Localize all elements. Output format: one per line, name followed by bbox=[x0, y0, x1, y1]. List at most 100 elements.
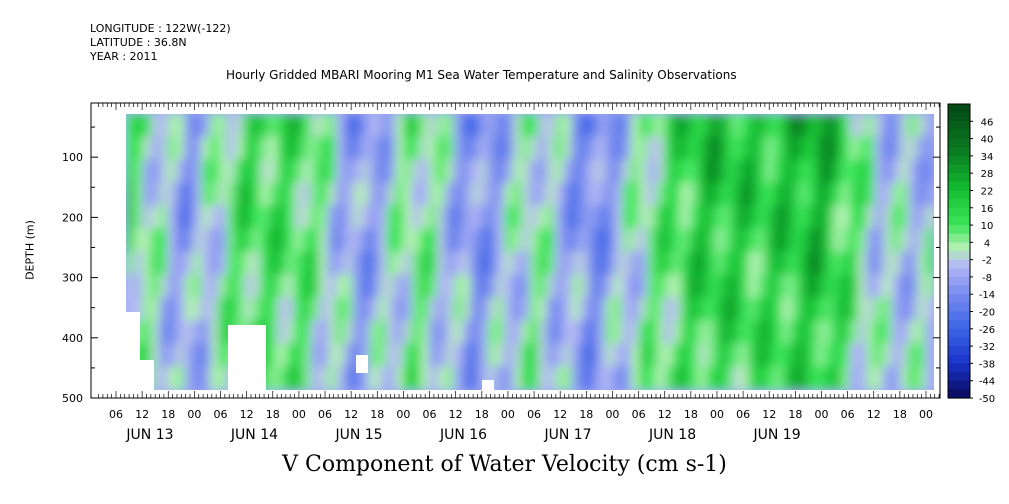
heatmap-cell bbox=[647, 114, 657, 138]
colorbar-segment bbox=[948, 181, 970, 192]
heatmap-cell bbox=[613, 228, 624, 253]
heatmap-cell bbox=[874, 366, 884, 390]
heatmap-cell bbox=[866, 274, 876, 299]
heatmap-cell bbox=[487, 297, 497, 322]
heatmap-cell bbox=[335, 205, 346, 230]
heatmap-cell bbox=[613, 320, 624, 345]
heatmap-cell bbox=[495, 228, 506, 253]
metadata-block: LONGITUDE : 122W(-122) LATITUDE : 36.8N … bbox=[90, 22, 231, 64]
heatmap-cell bbox=[167, 366, 177, 390]
heatmap-cell bbox=[411, 366, 422, 390]
heatmap-cell bbox=[807, 205, 817, 230]
heatmap-cell bbox=[866, 159, 876, 184]
heatmap-cell bbox=[192, 228, 203, 253]
x-tick-label: 00 bbox=[919, 408, 933, 421]
heatmap-cell bbox=[849, 228, 859, 253]
heatmap-cell bbox=[386, 274, 396, 299]
heatmap-cell bbox=[378, 320, 388, 345]
heatmap-cell bbox=[529, 366, 539, 390]
heatmap-cell bbox=[748, 205, 758, 230]
heatmap-cell bbox=[571, 136, 581, 161]
heatmap-cell bbox=[310, 274, 321, 299]
heatmap-cell bbox=[613, 366, 624, 390]
heatmap-cell bbox=[159, 228, 169, 253]
heatmap-cell bbox=[681, 205, 691, 230]
heatmap-cell bbox=[613, 182, 624, 207]
heatmap-cell bbox=[765, 228, 775, 253]
heatmap-cell bbox=[731, 274, 741, 299]
heatmap-cell bbox=[521, 136, 531, 161]
heatmap-cell bbox=[697, 205, 708, 230]
heatmap-cell bbox=[319, 228, 329, 253]
heatmap-cell bbox=[655, 114, 666, 138]
heatmap-cell bbox=[285, 182, 295, 207]
heatmap-cell bbox=[638, 366, 649, 390]
heatmap-cell bbox=[361, 320, 371, 345]
heatmap-cell bbox=[849, 114, 859, 138]
heatmap-cell bbox=[824, 366, 834, 390]
missing-data-gap bbox=[140, 360, 154, 390]
heatmap-cell bbox=[588, 136, 598, 161]
heatmap-cell bbox=[251, 274, 262, 299]
heatmap-cell bbox=[866, 251, 876, 276]
heatmap-cell bbox=[268, 114, 278, 138]
heatmap-cell bbox=[176, 343, 186, 368]
heatmap-cell bbox=[479, 366, 489, 390]
heatmap-cell bbox=[462, 228, 472, 253]
heatmap-cell bbox=[832, 366, 842, 390]
heatmap-cell bbox=[706, 114, 716, 138]
heatmap-cell bbox=[773, 366, 783, 390]
heatmap-cell bbox=[773, 274, 783, 299]
heatmap-cell bbox=[638, 228, 649, 253]
x-tick-label: 00 bbox=[396, 408, 410, 421]
heatmap-cell bbox=[588, 228, 598, 253]
colorbar-segment bbox=[948, 337, 970, 347]
heatmap-cell bbox=[445, 182, 455, 207]
heatmap-cell bbox=[319, 136, 329, 161]
heatmap-cell bbox=[748, 114, 758, 138]
heatmap-cell bbox=[647, 251, 657, 276]
heatmap-cell bbox=[891, 366, 901, 390]
heatmap-cell bbox=[824, 297, 834, 322]
heatmap-cell bbox=[773, 343, 783, 368]
heatmap-cell bbox=[563, 182, 573, 207]
heatmap-cell bbox=[521, 366, 531, 390]
heatmap-cell bbox=[630, 136, 640, 161]
heatmap-cell bbox=[411, 182, 422, 207]
heatmap-cell bbox=[925, 366, 934, 390]
heatmap-cell bbox=[479, 228, 489, 253]
heatmap-cell bbox=[251, 114, 262, 138]
heatmap-cell bbox=[428, 182, 438, 207]
heatmap-cell bbox=[916, 274, 927, 299]
heatmap-cell bbox=[420, 366, 430, 390]
colorbar-segment bbox=[948, 346, 970, 356]
heatmap-cell bbox=[192, 366, 203, 390]
heatmap-cell bbox=[251, 136, 262, 161]
heatmap-cell bbox=[445, 297, 455, 322]
plot-frame bbox=[90, 102, 941, 399]
heatmap-cell bbox=[310, 297, 321, 322]
heatmap-cell bbox=[445, 159, 455, 184]
heatmap-cell bbox=[554, 182, 565, 207]
heatmap-cell bbox=[504, 136, 514, 161]
heatmap-cell bbox=[344, 159, 354, 184]
x-tick-label: 00 bbox=[501, 408, 515, 421]
heatmap-cell bbox=[436, 320, 447, 345]
heatmap-cell bbox=[883, 366, 893, 390]
heatmap-cell bbox=[403, 320, 413, 345]
colorbar-segment bbox=[948, 354, 970, 365]
heatmap-cell bbox=[908, 366, 918, 390]
heatmap-cell bbox=[470, 274, 480, 299]
heatmap-cell bbox=[748, 366, 758, 390]
heatmap-cell bbox=[790, 159, 800, 184]
heatmap-cell bbox=[655, 274, 666, 299]
day-label: JUN 18 bbox=[648, 427, 696, 443]
heatmap-cell bbox=[723, 343, 733, 368]
heatmap-cell bbox=[613, 343, 624, 368]
heatmap-cell bbox=[428, 205, 438, 230]
heatmap-cell bbox=[554, 297, 565, 322]
heatmap-cell bbox=[546, 320, 556, 345]
heatmap-cell bbox=[832, 228, 842, 253]
heatmap-cell bbox=[277, 182, 287, 207]
x-tick-label: 12 bbox=[658, 408, 672, 421]
